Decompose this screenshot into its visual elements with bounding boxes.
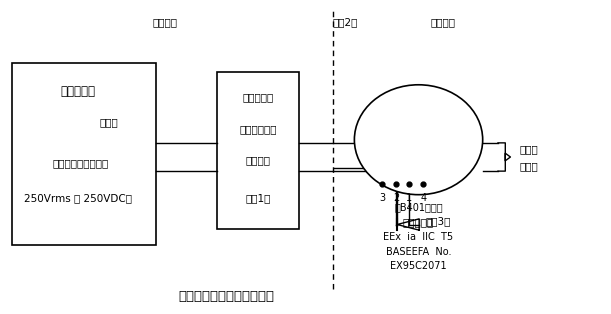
Text: （B401底座）: （B401底座）	[394, 202, 443, 212]
Text: 肖特基齐纳: 肖特基齐纳	[243, 92, 274, 102]
Text: 4: 4	[420, 193, 426, 203]
Bar	[12, 63, 156, 245]
Text: 1: 1	[406, 193, 412, 203]
Text: 防爆探测器系统配置示意图: 防爆探测器系统配置示意图	[178, 290, 274, 303]
Text: （注2）: （注2）	[332, 17, 358, 27]
Text: 250Vrms 或 250VDC）: 250Vrms 或 250VDC）	[24, 193, 132, 203]
Text: EEx  ia  IIC  T5: EEx ia IIC T5	[384, 232, 453, 242]
Text: 或隔离栅: 或隔离栅	[246, 155, 271, 165]
Text: 探测器: 探测器	[519, 161, 538, 171]
Text: （注1）: （注1）	[246, 193, 271, 203]
Text: 防爆探测器: 防爆探测器	[403, 217, 434, 227]
Text: BASEEFA  No.: BASEEFA No.	[386, 246, 452, 257]
Text: 2: 2	[393, 193, 399, 203]
Bar	[217, 72, 299, 229]
Text: 3: 3	[379, 193, 385, 203]
Text: 安全场合: 安全场合	[153, 17, 177, 27]
Text: 至下一: 至下一	[519, 144, 538, 154]
Text: 二极管安全栅: 二极管安全栅	[240, 124, 277, 134]
Ellipse shape	[354, 85, 483, 195]
Text: 危险场合: 危险场合	[431, 17, 455, 27]
Text: 求限制电势对地超过: 求限制电势对地超过	[53, 158, 109, 168]
Text: 则不要: 则不要	[99, 117, 118, 127]
Text: （注3）: （注3）	[425, 216, 451, 226]
Text: EX95C2071: EX95C2071	[390, 261, 447, 271]
Text: 兼容控制器: 兼容控制器	[60, 84, 95, 98]
